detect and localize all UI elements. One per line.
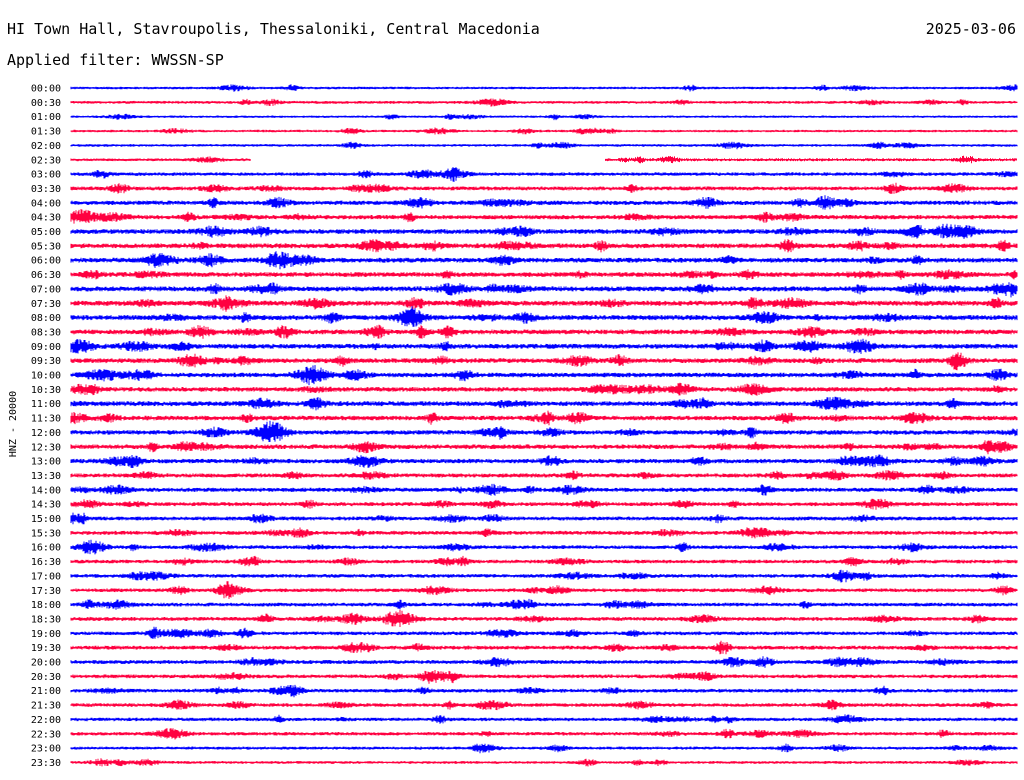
row-time-label: 05:30 bbox=[31, 241, 61, 252]
row-time-label: 09:00 bbox=[31, 342, 61, 353]
row-time-label: 17:30 bbox=[31, 586, 61, 597]
row-time-label: 19:00 bbox=[31, 629, 61, 640]
row-time-label: 14:30 bbox=[31, 500, 61, 511]
row-time-label: 13:30 bbox=[31, 471, 61, 482]
trace-group: 00:00 00:30 01:00 01:30 02:00 02:30 03:00 03:30… bbox=[31, 84, 1018, 769]
row-time-label: 23:30 bbox=[31, 758, 61, 769]
row-time-label: 16:30 bbox=[31, 557, 61, 568]
row-time-label: 07:30 bbox=[31, 299, 61, 310]
row-time-label: 20:00 bbox=[31, 658, 61, 669]
row-time-label: 02:00 bbox=[31, 141, 61, 152]
row-time-label: 15:30 bbox=[31, 528, 61, 539]
row-time-label: 03:00 bbox=[31, 170, 61, 181]
row-time-label: 08:00 bbox=[31, 313, 61, 324]
trace-line bbox=[70, 282, 1018, 298]
row-time-label: 03:30 bbox=[31, 184, 61, 195]
row-time-label: 10:00 bbox=[31, 371, 61, 382]
row-time-label: 00:00 bbox=[31, 84, 61, 95]
row-time-label: 11:30 bbox=[31, 414, 61, 425]
row-time-label: 22:30 bbox=[31, 729, 61, 740]
channel-label: HNZ - 20000 bbox=[8, 391, 19, 457]
row-time-label: 21:30 bbox=[31, 701, 61, 712]
row-time-label: 02:30 bbox=[31, 155, 61, 166]
row-time-label: 06:30 bbox=[31, 270, 61, 281]
row-time-label: 01:00 bbox=[31, 112, 61, 123]
row-time-label: 00:30 bbox=[31, 98, 61, 109]
trace-line bbox=[70, 306, 1018, 327]
row-time-label: 01:30 bbox=[31, 127, 61, 138]
trace-line bbox=[70, 209, 1018, 224]
row-time-label: 12:00 bbox=[31, 428, 61, 439]
row-time-label: 09:30 bbox=[31, 356, 61, 367]
row-time-label: 22:00 bbox=[31, 715, 61, 726]
row-time-label: 12:30 bbox=[31, 442, 61, 453]
row-time-label: 07:00 bbox=[31, 284, 61, 295]
row-time-label: 15:00 bbox=[31, 514, 61, 525]
row-time-label: 17:00 bbox=[31, 571, 61, 582]
record-date: 2025-03-06 bbox=[925, 20, 1016, 38]
row-time-label: 11:00 bbox=[31, 399, 61, 410]
row-time-label: 18:00 bbox=[31, 600, 61, 611]
station-title: HI Town Hall, Stavroupolis, Thessaloniki… bbox=[7, 20, 540, 38]
row-time-label: 21:00 bbox=[31, 686, 61, 697]
row-time-label: 08:30 bbox=[31, 327, 61, 338]
trace-line bbox=[70, 420, 1018, 442]
row-time-label: 04:00 bbox=[31, 198, 61, 209]
row-time-label: 23:00 bbox=[31, 744, 61, 755]
trace-line bbox=[70, 352, 1018, 371]
row-time-label: 14:00 bbox=[31, 485, 61, 496]
row-time-label: 19:30 bbox=[31, 643, 61, 654]
row-time-label: 20:30 bbox=[31, 672, 61, 683]
row-time-label: 06:00 bbox=[31, 256, 61, 267]
row-time-label: 05:00 bbox=[31, 227, 61, 238]
filter-label: Applied filter: WWSSN-SP bbox=[7, 51, 224, 69]
row-time-label: 04:30 bbox=[31, 213, 61, 224]
row-time-label: 16:00 bbox=[31, 543, 61, 554]
row-time-label: 10:30 bbox=[31, 385, 61, 396]
row-time-label: 13:00 bbox=[31, 457, 61, 468]
row-time-label: 18:30 bbox=[31, 614, 61, 625]
